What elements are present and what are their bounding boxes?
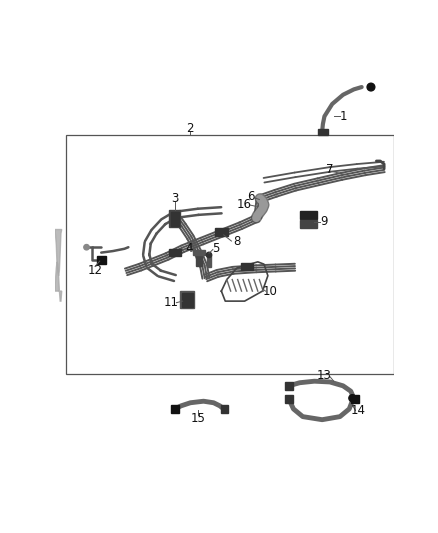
Bar	[171, 212, 179, 225]
Text: 3: 3	[171, 192, 179, 205]
Bar	[97, 256, 106, 264]
Text: 14: 14	[351, 404, 366, 417]
Bar	[285, 382, 293, 390]
Text: 9: 9	[321, 215, 328, 228]
Bar	[351, 395, 359, 403]
Circle shape	[367, 83, 375, 91]
Text: 10: 10	[263, 285, 278, 297]
Text: 11: 11	[163, 296, 179, 309]
Bar	[241, 263, 253, 270]
Circle shape	[349, 394, 356, 401]
Bar	[193, 251, 205, 255]
Text: 1: 1	[339, 110, 347, 123]
Bar	[171, 405, 179, 413]
Bar	[180, 291, 194, 308]
Bar	[300, 211, 317, 219]
Text: 5: 5	[212, 243, 219, 255]
Bar	[300, 220, 317, 228]
Polygon shape	[55, 262, 62, 301]
Bar	[66, 135, 394, 374]
Bar	[215, 228, 228, 236]
Text: 16: 16	[237, 198, 252, 211]
Bar	[196, 252, 202, 265]
Bar	[207, 255, 211, 267]
Text: 2: 2	[187, 122, 194, 135]
Bar	[318, 128, 328, 135]
Bar	[170, 210, 180, 227]
Text: 4: 4	[186, 243, 193, 255]
Circle shape	[206, 252, 212, 257]
Polygon shape	[55, 230, 62, 276]
Text: 6: 6	[247, 190, 254, 203]
Text: 8: 8	[233, 235, 240, 247]
Text: 12: 12	[88, 264, 102, 277]
Bar	[285, 395, 293, 403]
Bar	[169, 249, 181, 256]
Text: 7: 7	[326, 163, 334, 176]
Bar	[221, 405, 228, 413]
Text: 13: 13	[317, 368, 332, 382]
Circle shape	[84, 245, 89, 250]
Text: 15: 15	[191, 411, 205, 425]
Bar	[182, 293, 193, 306]
